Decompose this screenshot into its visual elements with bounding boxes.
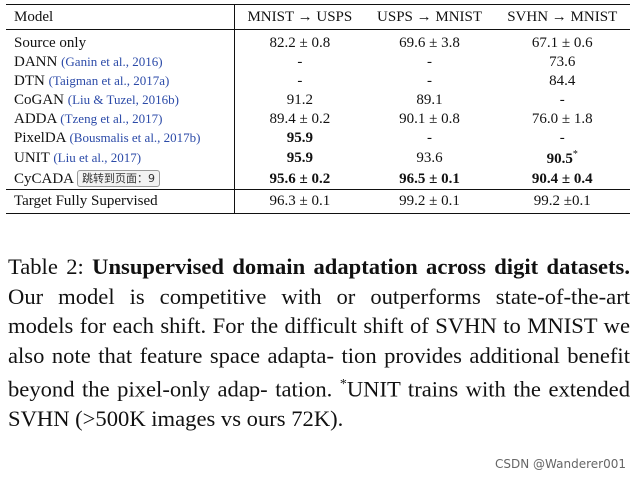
model-name: DANN <box>14 54 58 70</box>
header-usps-mnist: USPS → MNIST <box>377 9 483 25</box>
table-row: CyCADA 跳转到页面：9 95.6 ± 0.2 96.5 ± 0.1 90.4… <box>6 169 630 190</box>
header-mnist-usps: MNIST → USPS <box>247 9 353 25</box>
value-cell: - <box>559 92 565 108</box>
value-cell: 89.4 ± 0.2 <box>269 111 331 127</box>
value-cell: 95.9 <box>286 150 313 166</box>
table-header-row: Model MNIST → USPS USPS → MNIST SVHN → M… <box>6 4 630 30</box>
caption-label: Table 2: <box>8 254 84 279</box>
value-cell: 76.0 ± 1.8 <box>531 111 593 127</box>
footnote-mark: * <box>572 149 578 160</box>
value-cell: 91.2 <box>286 92 313 108</box>
model-name: ADDA <box>14 111 57 127</box>
row-model-cell: PixelDA (Bousmalis et al., 2017b) <box>6 129 236 148</box>
row-model-cell: CoGAN (Liu & Tuzel, 2016b) <box>6 91 236 110</box>
value-cell: - <box>427 130 433 146</box>
citation-link[interactable]: (Taigman et al., 2017a) <box>48 73 170 88</box>
value-cell: 73.6 <box>549 54 576 70</box>
header-model: Model <box>6 4 236 30</box>
value-cell: 84.4 <box>549 73 576 89</box>
value-cell: - <box>427 54 433 70</box>
table-row: DTN (Taigman et al., 2017a) - - 84.4 <box>6 72 630 91</box>
row-model-cell: Target Fully Supervised <box>6 189 236 214</box>
value-cell: 93.6 <box>416 150 443 166</box>
table-row: Target Fully Supervised 96.3 ± 0.1 99.2 … <box>6 189 630 214</box>
caption-footnote-mark: * <box>339 377 347 392</box>
value-cell: 99.2 ± 0.1 <box>399 193 460 209</box>
citation-link[interactable]: (Bousmalis et al., 2017b) <box>69 130 201 145</box>
value-cell: 82.2 ± 0.8 <box>269 35 331 51</box>
caption-bold-title: Unsupervised domain adaptation across di… <box>92 254 630 279</box>
citation-link[interactable]: (Ganin et al., 2016) <box>61 54 163 69</box>
model-name: PixelDA <box>14 130 66 146</box>
value-cell: 67.1 ± 0.6 <box>531 35 593 51</box>
header-svhn-mnist: SVHN → MNIST <box>507 9 618 25</box>
table-caption: Table 2: Unsupervised domain adaptation … <box>8 252 630 434</box>
model-name: Target Fully Supervised <box>14 193 158 209</box>
model-name: CoGAN <box>14 92 65 108</box>
table-row: UNIT (Liu et al., 2017) 95.9 93.6 90.5* <box>6 148 630 169</box>
row-model-cell: ADDA (Tzeng et al., 2017) <box>6 110 236 129</box>
row-model-cell: CyCADA 跳转到页面：9 <box>6 169 236 190</box>
row-model-cell: DANN (Ganin et al., 2016) <box>6 53 236 72</box>
row-model-cell: DTN (Taigman et al., 2017a) <box>6 72 236 91</box>
model-name: DTN <box>14 73 45 89</box>
row-model-cell: UNIT (Liu et al., 2017) <box>6 148 236 169</box>
row-model-cell: Source only <box>6 29 236 53</box>
table-row: Source only 82.2 ± 0.8 69.6 ± 3.8 67.1 ±… <box>6 29 630 53</box>
page-jump-tooltip[interactable]: 跳转到页面：9 <box>77 170 161 187</box>
model-name: Source only <box>14 35 87 51</box>
value-cell: 95.6 ± 0.2 <box>269 170 331 187</box>
value-cell: 69.6 ± 3.8 <box>399 35 460 51</box>
table-row: PixelDA (Bousmalis et al., 2017b) 95.9 -… <box>6 129 630 148</box>
table-row: CoGAN (Liu & Tuzel, 2016b) 91.2 89.1 - <box>6 91 630 110</box>
value-cell: 99.2 ±0.1 <box>533 193 591 209</box>
caption-body: Our model is competitive with or outperf… <box>8 283 630 402</box>
value-cell: - <box>427 73 433 89</box>
table-row: ADDA (Tzeng et al., 2017) 89.4 ± 0.2 90.… <box>6 110 630 129</box>
watermark: CSDN @Wanderer001 <box>495 457 626 471</box>
value-cell: 90.1 ± 0.8 <box>399 111 460 127</box>
value-text: 90.5 <box>546 151 573 167</box>
caption-footnote: UNIT trains with the extended SVHN (>500… <box>8 376 630 432</box>
model-name: UNIT <box>14 150 50 166</box>
value-cell: 90.4 ± 0.4 <box>531 170 593 187</box>
results-table-wrapper: Model MNIST → USPS USPS → MNIST SVHN → M… <box>6 4 630 214</box>
citation-link[interactable]: (Liu et al., 2017) <box>53 150 142 165</box>
table-row: DANN (Ganin et al., 2016) - - 73.6 <box>6 53 630 72</box>
model-name: CyCADA <box>14 171 75 187</box>
value-cell: 96.5 ± 0.1 <box>399 170 460 187</box>
value-cell: - <box>297 73 303 89</box>
value-cell: 90.5* <box>494 148 630 169</box>
citation-link[interactable]: (Tzeng et al., 2017) <box>60 111 163 126</box>
value-cell: 89.1 <box>416 92 443 108</box>
value-cell: - <box>559 130 565 146</box>
citation-link[interactable]: (Liu & Tuzel, 2016b) <box>67 92 179 107</box>
value-cell: - <box>297 54 303 70</box>
results-table: Model MNIST → USPS USPS → MNIST SVHN → M… <box>6 4 630 214</box>
value-cell: 95.9 <box>286 130 313 146</box>
value-cell: 96.3 ± 0.1 <box>269 193 331 209</box>
